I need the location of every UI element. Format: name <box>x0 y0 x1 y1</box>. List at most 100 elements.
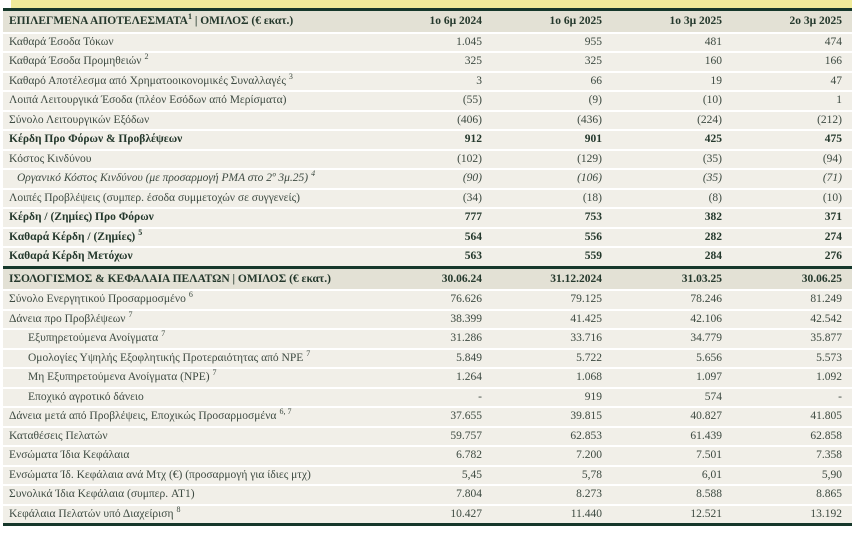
section-title-superscript: 1 <box>187 12 192 22</box>
section-header-row: ΕΠΙΛΕΓΜΕΝΑ ΑΠΟΤΕΛΕΣΜΑΤΑ1 | ΟΜΙΛΟΣ (€ εκα… <box>3 9 852 34</box>
value-cell: 41.425 <box>492 309 612 330</box>
section-title-cell: ΙΣΟΛΟΓΙΣΜΟΣ & ΚΕΦΑΛΑΙΑ ΠΕΛΑΤΩΝ | ΟΜΙΛΟΣ … <box>3 265 371 291</box>
row-label-cell: Μη Εξυπηρετούμενα Ανοίγματα (NPE) 7 <box>3 368 371 389</box>
row-label-cell: Σύνολο Ενεργητικού Προσαρμοσμένο 6 <box>3 290 371 311</box>
value-cell: 38.399 <box>371 309 492 330</box>
row-label-cell: Λοιπές Προβλέψεις (συμπερ. έσοδα συμμετο… <box>3 188 371 209</box>
row-label-cell: Καθαρά Έσοδα Τόκων <box>3 32 371 53</box>
value-cell: 574 <box>612 387 732 408</box>
value-cell: 425 <box>612 130 732 151</box>
row-label-superscript: 4 <box>311 169 316 179</box>
value-cell: 474 <box>732 32 852 53</box>
section-header-row: ΙΣΟΛΟΓΙΣΜΟΣ & ΚΕΦΑΛΑΙΑ ΠΕΛΑΤΩΝ | ΟΜΙΛΟΣ … <box>3 265 852 291</box>
row-label: Ενσώματα Ίδ. Κεφάλαια ανά Μτχ (€) (προσα… <box>9 468 311 481</box>
value-cell: 1.045 <box>371 32 492 53</box>
table-row: Συνολικά Ίδια Κεφάλαια (συμπερ. AT1) 7.8… <box>3 485 852 506</box>
table-body: ΕΠΙΛΕΓΜΕΝΑ ΑΠΟΤΕΛΕΣΜΑΤΑ1 | ΟΜΙΛΟΣ (€ εκα… <box>3 9 852 526</box>
value-cell: 62.853 <box>492 426 612 447</box>
table-row: Εποχικό αγροτικό δάνειο - 919 574 - <box>3 387 852 408</box>
row-label: Ομολογίες Υψηλής Εξοφλητικής Προτεραιότη… <box>28 351 304 364</box>
value-cell: 13.192 <box>732 504 852 526</box>
value-cell: (35) <box>612 169 732 190</box>
value-cell: 8.865 <box>732 485 852 506</box>
value-cell: (10) <box>732 188 852 209</box>
value-cell: 79.125 <box>492 290 612 311</box>
row-label: Κέρδη / (Ζημίες) Προ Φόρων <box>9 211 154 223</box>
value-cell: 955 <box>492 32 612 53</box>
value-cell: (10) <box>612 91 732 112</box>
row-label-superscript: 8 <box>176 504 181 514</box>
value-cell: 777 <box>371 208 492 229</box>
value-cell: 371 <box>732 208 852 229</box>
value-cell: 284 <box>612 247 732 268</box>
value-cell: 33.716 <box>492 329 612 350</box>
value-cell: 1 <box>732 91 852 112</box>
row-label-cell: Εξυπηρετούμενα Ανοίγματα 7 <box>3 329 371 350</box>
row-label-cell: Κέρδη / (Ζημίες) Προ Φόρων <box>3 208 371 229</box>
row-label-cell: Δάνεια μετά από Προβλέψεις, Εποχικώς Προ… <box>3 407 371 428</box>
value-cell: 8.273 <box>492 485 612 506</box>
column-header: 1ο 3μ 2025 <box>612 9 732 34</box>
value-cell: 8.588 <box>612 485 732 506</box>
row-label: Καθαρά Έσοδα Προμηθειών <box>9 55 142 67</box>
value-cell: 11.440 <box>492 504 612 526</box>
row-label-cell: Ενσώματα Ίδια Κεφάλαια <box>3 446 371 467</box>
value-cell: 5,45 <box>371 465 492 486</box>
table-row: Σύνολο Ενεργητικού Προσαρμοσμένο 6 76.626… <box>3 290 852 311</box>
row-label-cell: Οργανικό Κόστος Κινδύνου (με προσαρμογή … <box>3 169 371 190</box>
value-cell: 382 <box>612 208 732 229</box>
row-label: Λοιπές Προβλέψεις (συμπερ. έσοδα συμμετο… <box>9 191 300 204</box>
value-cell: 5,90 <box>732 465 852 486</box>
section-title-rest: | ΟΜΙΛΟΣ (€ εκατ.) <box>229 272 331 285</box>
value-cell: 47 <box>732 71 852 92</box>
row-label-cell: Συνολικά Ίδια Κεφάλαια (συμπερ. AT1) <box>3 485 371 506</box>
row-label: Κεφάλαια Πελατών υπό Διαχείριση <box>9 507 174 520</box>
table-row: Δάνεια προ Προβλέψεων 7 38.399 41.425 42.… <box>3 309 852 330</box>
value-cell: 42.106 <box>612 309 732 330</box>
value-cell: 6,01 <box>612 465 732 486</box>
table-row: Ενσώματα Ίδια Κεφάλαια 6.782 7.200 7.501… <box>3 446 852 467</box>
value-cell: 6.782 <box>371 446 492 467</box>
value-cell: 166 <box>732 52 852 73</box>
row-label-superscript: 6 <box>188 290 193 300</box>
row-label-cell: Καταθέσεις Πελατών <box>3 426 371 447</box>
row-label-cell: Σύνολο Λειτουργικών Εξόδων <box>3 110 371 131</box>
row-label: Συνολικά Ίδια Κεφάλαια (συμπερ. AT1) <box>9 488 195 500</box>
row-label-superscript: 2 <box>144 52 149 62</box>
value-cell: 39.815 <box>492 407 612 428</box>
value-cell: 753 <box>492 208 612 229</box>
value-cell: - <box>732 387 852 408</box>
value-cell: 61.439 <box>612 426 732 447</box>
column-header: 31.03.25 <box>612 265 732 291</box>
row-label-cell: Κεφάλαια Πελατών υπό Διαχείριση 8 <box>3 504 371 526</box>
table-row: Σύνολο Λειτουργικών Εξόδων (406) (436) (… <box>3 110 852 131</box>
table-row: Ενσώματα Ίδ. Κεφάλαια ανά Μτχ (€) (προσα… <box>3 465 852 486</box>
value-cell: 10.427 <box>371 504 492 526</box>
section-title: ΕΠΙΛΕΓΜΕΝΑ ΑΠΟΤΕΛΕΣΜΑΤΑ <box>9 15 188 27</box>
value-cell: 78.246 <box>612 290 732 311</box>
value-cell: 556 <box>492 227 612 248</box>
value-cell: 559 <box>492 247 612 268</box>
value-cell: (71) <box>732 169 852 190</box>
value-cell: (35) <box>612 149 732 170</box>
value-cell: 76.626 <box>371 290 492 311</box>
value-cell: (406) <box>371 110 492 131</box>
table-row: Καθαρά Έσοδα Τόκων 1.045 955 481 474 <box>3 32 852 53</box>
value-cell: (102) <box>371 149 492 170</box>
section-title-rest: | ΟΜΙΛΟΣ (€ εκατ.) <box>191 15 294 27</box>
column-header: 2ο 3μ 2025 <box>732 9 852 34</box>
value-cell: 1.097 <box>612 368 732 389</box>
value-cell: 1.092 <box>732 368 852 389</box>
row-label: Καθαρά Κέρδη Μετόχων <box>9 250 133 262</box>
value-cell: 282 <box>612 227 732 248</box>
value-cell: 35.877 <box>732 329 852 350</box>
value-cell: 7.501 <box>612 446 732 467</box>
value-cell: 7.200 <box>492 446 612 467</box>
column-header: 1ο 6μ 2024 <box>371 9 492 34</box>
value-cell: 5.722 <box>492 348 612 369</box>
value-cell: 3 <box>371 71 492 92</box>
row-label: Εξυπηρετούμενα Ανοίγματα <box>28 332 159 344</box>
value-cell: - <box>371 387 492 408</box>
table-row: Καθαρά Κέρδη / (Ζημίες) 5 564 556 282 274 <box>3 227 852 248</box>
value-cell: (8) <box>612 188 732 209</box>
